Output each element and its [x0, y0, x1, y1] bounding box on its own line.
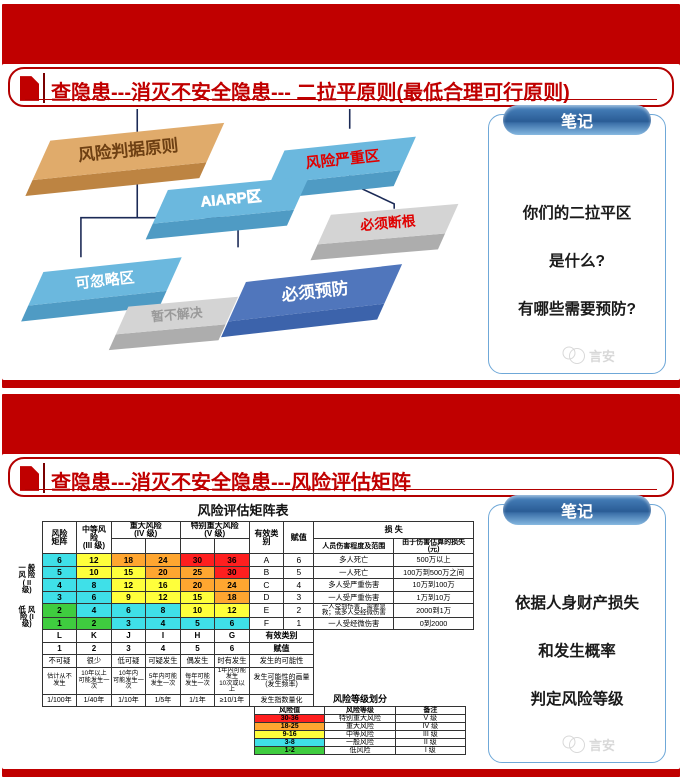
- svg-text:言安: 言安: [589, 738, 615, 753]
- svg-text:言安: 言安: [589, 349, 615, 364]
